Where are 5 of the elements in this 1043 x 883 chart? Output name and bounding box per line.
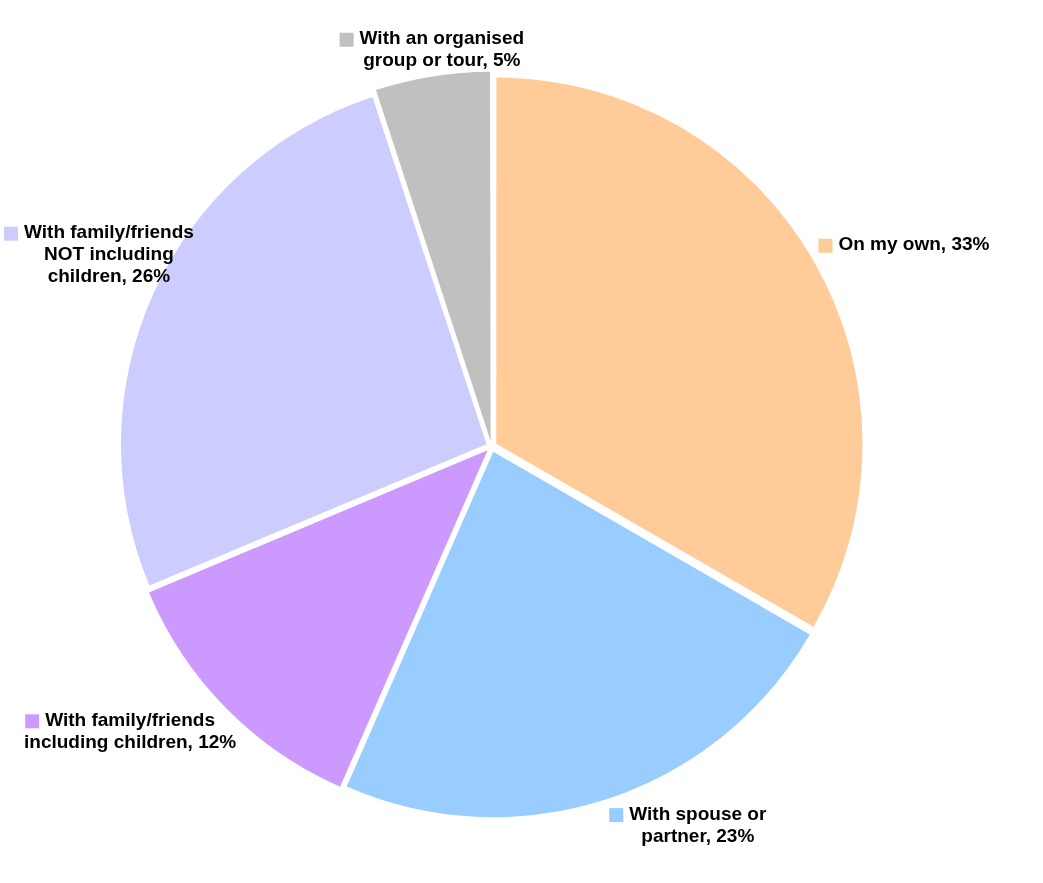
legend-label: With spouse or partner, 23% xyxy=(629,802,767,846)
legend-label: With an organised group or tour, 5% xyxy=(359,27,525,71)
legend-label: With family/friends NOT including children, 26% xyxy=(24,221,194,287)
legend-label: With family/friends including children, 12% xyxy=(24,709,237,753)
legend-label: On my own, 33% xyxy=(838,233,990,255)
